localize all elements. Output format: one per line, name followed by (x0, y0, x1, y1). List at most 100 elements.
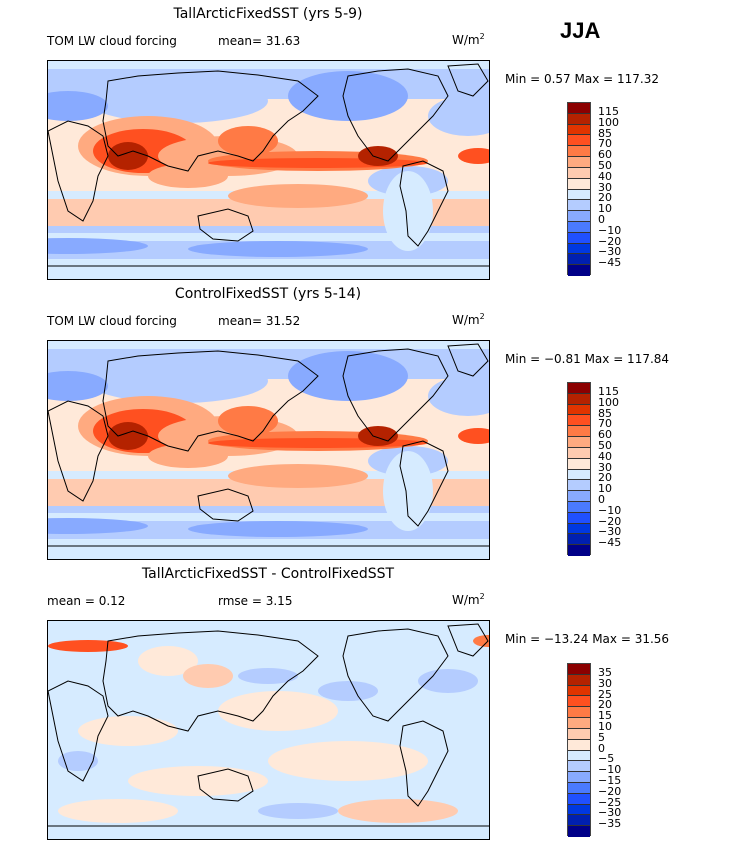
field-contour (88, 79, 268, 123)
units-label: W/m2 (452, 32, 485, 47)
colorbar-swatch (568, 664, 590, 675)
colorbar-tick-label: −20 (598, 784, 622, 798)
coastline (447, 623, 489, 657)
colorbar-tick-label: −10 (598, 223, 622, 237)
colorbar-swatch (568, 728, 590, 740)
field-band (48, 233, 489, 241)
colorbar-tick-label: 10 (598, 482, 612, 496)
colorbar-tick-label: 115 (598, 385, 619, 398)
field-contour (458, 428, 489, 444)
colorbar-tick-label: −35 (598, 817, 622, 831)
colorbar-swatch (568, 189, 590, 201)
field-contour (58, 799, 178, 823)
colorbar-tick-label: 100 (598, 115, 619, 129)
field-contour (238, 668, 298, 684)
panel-stat-label: mean= 31.52 (218, 314, 301, 328)
units-text: W/m (452, 313, 480, 327)
panel-stat-label: rmse = 3.15 (218, 594, 293, 608)
colorbar-swatch (568, 103, 590, 114)
colorbar-tick-label: −10 (598, 763, 622, 777)
colorbar-tick-label: 10 (598, 719, 612, 733)
colorbar-swatch (568, 804, 590, 816)
coastline (48, 120, 109, 222)
coastline (447, 343, 489, 377)
colorbar-swatch (568, 782, 590, 794)
field-contour (318, 681, 378, 701)
coastline (102, 630, 319, 732)
colorbar-swatch (568, 135, 590, 147)
field-contour (148, 164, 228, 188)
colorbar-swatch (568, 124, 590, 136)
coastline (48, 680, 109, 782)
colorbar-tick-label: 115 (598, 105, 619, 118)
colorbar-tick-label: 30 (598, 676, 612, 690)
min-max-label: Min = −13.24 Max = 31.56 (505, 632, 670, 646)
colorbar-swatch (568, 404, 590, 416)
units-superscript: 2 (479, 32, 485, 41)
colorbar-swatch (568, 437, 590, 448)
coastline (399, 160, 449, 247)
colorbar-labels: 115 100 85 70 60 50 40 30 20 10 0 −10 −20 −30 −45 (598, 105, 622, 269)
colorbar-swatch (568, 232, 590, 244)
coastline (197, 768, 254, 802)
colorbar-swatch (568, 491, 590, 502)
field-contour (218, 126, 278, 156)
panel-title: TallArcticFixedSST (yrs 5-9) (173, 6, 363, 22)
colorbar-swatch (568, 523, 590, 535)
colorbar-tick-label: 70 (598, 137, 612, 151)
coastline (102, 70, 319, 172)
field-contour (228, 184, 368, 208)
colorbar-tick-label: 0 (598, 492, 605, 506)
field-contour (288, 71, 408, 121)
colorbar-swatch (568, 157, 590, 168)
field-band (48, 539, 489, 559)
colorbar-tick-label: −15 (598, 773, 622, 787)
colorbar-swatch (568, 707, 590, 719)
min-max-label: Min = 0.57 Max = 117.32 (505, 72, 659, 86)
field-contour (188, 241, 368, 257)
units-label: W/m2 (452, 592, 485, 607)
field-contour (458, 148, 489, 164)
colorbar-swatch (568, 211, 590, 222)
colorbar-swatch (568, 221, 590, 233)
panel-left-label: mean = 0.12 (47, 594, 126, 608)
colorbar-swatch (568, 815, 590, 827)
field-contour (418, 669, 478, 693)
coastline (48, 400, 109, 502)
colorbar-swatch (568, 469, 590, 481)
colorbar-swatch (568, 167, 590, 179)
colorbar-tick-label: 100 (598, 395, 619, 409)
colorbar-swatch (568, 458, 590, 470)
units-superscript: 2 (479, 312, 485, 321)
field-contour (258, 803, 338, 819)
field-contour (228, 464, 368, 488)
panel-left-label: TOM LW cloud forcing (47, 34, 177, 48)
colorbar-swatch (568, 178, 590, 190)
field-contour (148, 444, 228, 468)
colorbar-tick-label: 70 (598, 417, 612, 431)
colorbar-tick-label: 50 (598, 438, 612, 452)
coastline (342, 348, 449, 442)
field-contour (48, 238, 148, 254)
map-panel-1 (47, 60, 490, 280)
colorbar-tick-label: 15 (598, 709, 612, 723)
field-contour (58, 751, 98, 771)
colorbar-tick-label: 35 (598, 666, 612, 679)
colorbar-swatch (568, 383, 590, 394)
colorbar-labels: 35 30 25 20 15 10 5 0 −5 −10 −15 −20 −25 −30 −35 (598, 666, 622, 831)
colorbar-swatch (568, 113, 590, 125)
colorbar-swatch (568, 545, 590, 556)
coastline (399, 440, 449, 527)
colorbar-tick-label: 60 (598, 148, 612, 162)
panel-stat-label: mean= 31.63 (218, 34, 301, 48)
colorbar-tick-label: −5 (598, 752, 615, 766)
colorbar (567, 663, 591, 837)
season-label: JJA (560, 18, 601, 43)
colorbar-tick-label: −30 (598, 525, 622, 539)
field-contour (428, 96, 489, 136)
field-contour (383, 451, 433, 531)
colorbar-tick-label: −20 (598, 234, 622, 248)
colorbar-swatch (568, 826, 590, 837)
panel-left-label: TOM LW cloud forcing (47, 314, 177, 328)
